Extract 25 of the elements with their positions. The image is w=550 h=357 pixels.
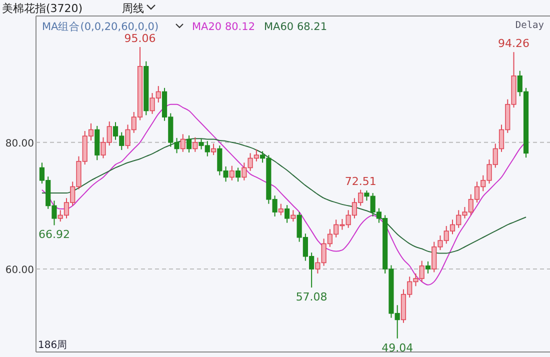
annotation: 95.06 — [124, 32, 156, 46]
annotation: 49.04 — [382, 341, 414, 354]
text: MA60 68.21 — [264, 21, 327, 33]
annotation: 186周 — [38, 340, 68, 351]
candlestick — [284, 204, 290, 224]
y-tick-label: 60.00 — [5, 265, 34, 276]
chart-subtitle: 周线 — [122, 2, 144, 15]
annotation: 66.92 — [38, 228, 70, 242]
annotation: 94.26 — [498, 37, 530, 50]
legend-title: MA组合(0,0,20,60,0,0) — [42, 20, 159, 33]
chart-title: 美棉花指(3720) — [2, 2, 83, 15]
candlestick — [229, 165, 234, 181]
candlestick — [210, 143, 216, 156]
candlestick — [236, 167, 241, 182]
y-tick-label: 80.00 — [5, 138, 34, 150]
candlestick — [186, 134, 192, 154]
annotation: 57.08 — [296, 290, 328, 304]
candlestick — [425, 260, 431, 274]
candlestick — [180, 134, 186, 152]
annotation: 72.51 — [344, 174, 376, 188]
candlestick — [290, 210, 296, 222]
candlestick — [278, 203, 284, 216]
candlestick — [192, 136, 198, 152]
annotation: Delay — [515, 20, 544, 31]
text: MA20 80.12 — [192, 21, 255, 33]
